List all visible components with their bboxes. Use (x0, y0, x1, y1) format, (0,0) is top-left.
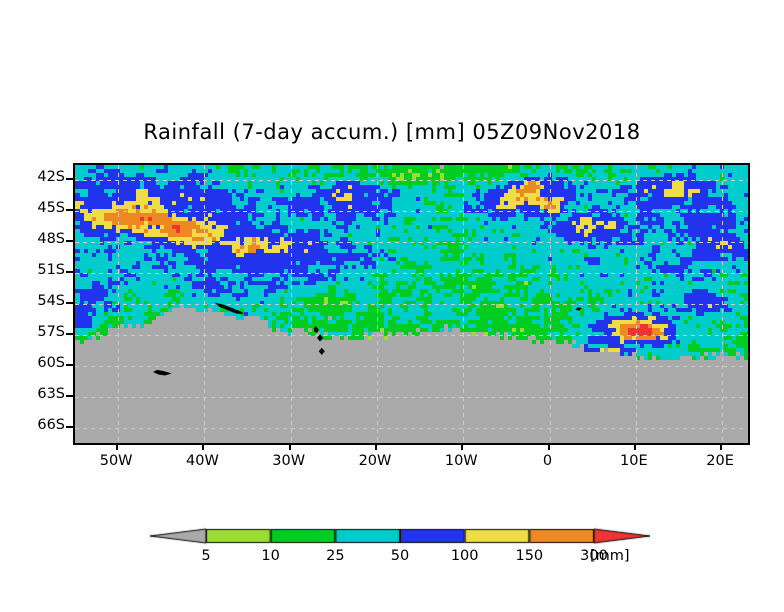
y-tick-label: 42S (37, 169, 65, 186)
y-tick-mark (66, 178, 73, 181)
y-tick-mark (66, 271, 73, 274)
x-tick-label: 40W (186, 453, 219, 469)
y-tick-label: 60S (37, 354, 65, 371)
y-tick-label: 57S (37, 323, 65, 340)
y-tick-label: 54S (37, 293, 65, 309)
x-tick-mark (202, 443, 205, 450)
y-tick-mark (66, 209, 73, 212)
x-tick-mark (633, 443, 636, 450)
y-tick-mark (66, 363, 73, 366)
y-tick-label: 66S (37, 416, 65, 433)
y-tick-label: 51S (37, 262, 65, 279)
x-tick-label: 30W (272, 453, 306, 469)
y-tick-mark (66, 332, 73, 335)
x-tick-label: 10W (444, 453, 478, 469)
x-tick-label: 10E (620, 453, 648, 469)
colorbar-tick-label: 100 (450, 548, 479, 564)
colorbar-tick-label: 10 (261, 548, 280, 564)
colorbar-tick-label: 50 (390, 548, 410, 564)
y-tick-label: 63S (37, 385, 65, 402)
colorbar-tick-label: 5 (201, 548, 211, 564)
x-tick-label: 20W (358, 453, 392, 469)
x-tick-mark (720, 443, 723, 450)
map-plot-area (73, 163, 750, 445)
x-tick-mark (374, 443, 377, 450)
x-tick-label: 50W (99, 453, 133, 469)
y-tick-label: 45S (37, 200, 65, 217)
colorbar-tick-label: 300 (580, 548, 608, 564)
x-tick-mark (288, 443, 291, 450)
x-tick-mark (461, 443, 464, 450)
y-tick-label: 48S (37, 231, 65, 248)
colorbar-tick-label: 25 (326, 548, 345, 564)
x-tick-mark (547, 443, 550, 450)
colorbar-units-label: [mm] (590, 548, 630, 564)
y-tick-mark (66, 302, 73, 304)
y-tick-mark (66, 394, 73, 397)
y-tick-mark (66, 240, 73, 243)
rainfall-heatmap-canvas (75, 165, 748, 443)
y-tick-mark (66, 425, 73, 428)
x-tick-mark (116, 443, 119, 450)
colorbar-tick-label: 150 (515, 548, 544, 564)
colorbar-legend: [mm] 5 10 25 50 100 150 300 (150, 521, 650, 571)
page-title: Rainfall (7-day accum.) [mm] 05Z09Nov201… (143, 120, 641, 144)
x-tick-label: 0 (542, 453, 553, 469)
colorbar-swatches (150, 521, 650, 549)
x-tick-label: 20E (706, 453, 734, 469)
